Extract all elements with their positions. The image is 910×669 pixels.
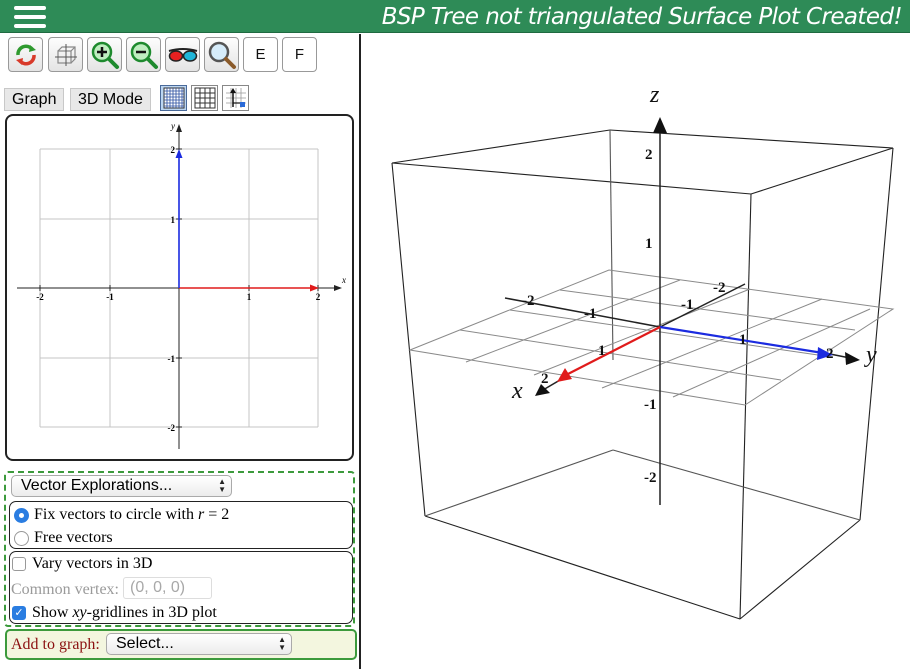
- xy-gridlines-checkbox[interactable]: ✓: [12, 606, 26, 620]
- hamburger-menu-icon[interactable]: [14, 6, 46, 28]
- grid-icon: [194, 87, 215, 109]
- fix-vectors-label: Fix vectors to circle with: [34, 506, 194, 523]
- z-tick-label: 2: [645, 147, 653, 163]
- grid-style-coarse-button[interactable]: [191, 85, 218, 111]
- common-vertex-label: Common vertex:: [11, 581, 119, 598]
- view-3d-button[interactable]: [48, 37, 83, 72]
- zoom-out-button[interactable]: [126, 37, 161, 72]
- zoom-in-icon: [91, 41, 119, 69]
- x-tick-label: 1: [247, 292, 252, 302]
- magnifier-icon: [208, 41, 236, 69]
- red-vector-head[interactable]: [310, 284, 319, 292]
- y-tick-label: 1: [171, 215, 176, 225]
- bounding-box: [391, 129, 894, 620]
- z-tick-label: -2: [644, 470, 657, 486]
- fix-vectors-option[interactable]: Fix vectors to circle with r = 2: [14, 506, 229, 524]
- red-vector-3d[interactable]: [565, 326, 661, 376]
- vector-mode-group: [9, 501, 353, 549]
- x-tick-label: -1: [106, 292, 114, 302]
- view-3d-icon: [54, 43, 77, 66]
- free-vectors-label: Free vectors: [34, 529, 113, 546]
- y-axis-label: y: [864, 342, 877, 368]
- z-axis-arrow: [653, 117, 667, 133]
- x-axis-arrow: [535, 384, 550, 396]
- x-tick-label: 1: [598, 343, 606, 359]
- axes: [504, 130, 851, 505]
- vary-3d-label: Vary vectors in 3D: [32, 555, 153, 572]
- blue-vector-3d[interactable]: [659, 325, 824, 355]
- x-axis-label: x: [511, 378, 523, 404]
- vary-3d-checkbox[interactable]: [12, 557, 26, 571]
- f-button[interactable]: F: [282, 37, 317, 72]
- gridlines-label-start: Show: [32, 604, 73, 621]
- e-button[interactable]: E: [243, 37, 278, 72]
- magnifier-button[interactable]: [204, 37, 239, 72]
- y-tick-label: -2: [168, 423, 176, 433]
- y-axis-label: y: [170, 121, 175, 131]
- x-tick-label: -1: [584, 306, 597, 322]
- y-tick-label: 2: [171, 145, 176, 155]
- xy-gridlines: [408, 269, 895, 406]
- add-to-graph-select[interactable]: Select... ▲ ▼: [106, 633, 292, 655]
- zoom-out-icon: [130, 41, 158, 69]
- fix-vectors-radio[interactable]: [14, 507, 29, 523]
- xy-gridlines-option[interactable]: ✓ Show xy -gridlines in 3D plot: [12, 604, 217, 622]
- radius-equals: = 2: [204, 506, 230, 523]
- y-tick-label: -1: [681, 297, 694, 313]
- z-tick-label: -1: [644, 397, 657, 413]
- free-vectors-option[interactable]: Free vectors: [14, 529, 113, 547]
- x-tick-label: 2: [316, 292, 321, 302]
- grid-style-dense-button[interactable]: [160, 85, 187, 111]
- x-axis-label: x: [341, 275, 346, 285]
- reset-rotate-icon: [15, 44, 36, 65]
- gridlines-variable: xy: [72, 604, 87, 621]
- blue-vector-head[interactable]: [175, 149, 183, 158]
- top-bar: BSP Tree not triangulated Surface Plot C…: [0, 0, 910, 33]
- gridlines-label-end: -gridlines in 3D plot: [86, 604, 217, 621]
- y-tick-label: -2: [522, 293, 535, 309]
- y-tick-label: 2: [826, 346, 834, 362]
- z-tick-label: 1: [645, 236, 653, 252]
- grid-axes-icon: [225, 88, 246, 108]
- y-tick-label: 1: [739, 332, 747, 348]
- add-to-graph-label: Add to graph:: [11, 636, 100, 653]
- grid-axes-button[interactable]: [222, 85, 249, 111]
- status-message: BSP Tree not triangulated Surface Plot C…: [381, 4, 903, 30]
- tab-3d-mode[interactable]: 3D Mode: [70, 88, 151, 111]
- z-axis-label: z: [649, 82, 660, 108]
- graph-2d-panel[interactable]: x y -2 -1 1 2 2 1 -1 -2: [5, 114, 354, 461]
- grid-dense-icon: [163, 87, 184, 109]
- y-axis-arrow: [845, 352, 860, 365]
- blue-vector-head[interactable]: [817, 347, 833, 360]
- vary-3d-option[interactable]: Vary vectors in 3D: [12, 555, 152, 573]
- select-value: Select...: [116, 635, 174, 652]
- red-vector-head[interactable]: [557, 368, 572, 382]
- select-arrows-icon: ▲ ▼: [218, 477, 226, 494]
- x-tick-label: -2: [36, 292, 44, 302]
- vector-explorations-select[interactable]: Vector Explorations... ▲ ▼: [11, 475, 232, 497]
- y-tick-label-2: -2: [713, 280, 726, 296]
- select-arrows-icon: ▲ ▼: [278, 635, 286, 652]
- vary-3d-group: [9, 551, 353, 624]
- 3d-glasses-button[interactable]: [165, 37, 200, 72]
- tab-graph[interactable]: Graph: [4, 88, 65, 111]
- panel-divider[interactable]: [359, 34, 361, 669]
- plot-3d[interactable]: z y x 2 1 -1 -2 -2 -1 1 2 -1 1 2 -2: [362, 34, 910, 669]
- zoom-in-button[interactable]: [87, 37, 122, 72]
- 3d-glasses-icon: [168, 47, 197, 62]
- free-vectors-radio[interactable]: [14, 530, 29, 546]
- x-tick-label: 2: [541, 371, 549, 387]
- reset-rotate-button[interactable]: [8, 37, 43, 72]
- vector-options-group: [4, 471, 355, 627]
- y-tick-label: -1: [168, 354, 176, 364]
- common-vertex-input[interactable]: (0, 0, 0): [123, 577, 212, 599]
- radius-variable: r: [197, 506, 205, 523]
- graph-2d[interactable]: x y -2 -1 1 2 2 1 -1 -2: [7, 116, 352, 459]
- select-value: Vector Explorations...: [21, 477, 173, 494]
